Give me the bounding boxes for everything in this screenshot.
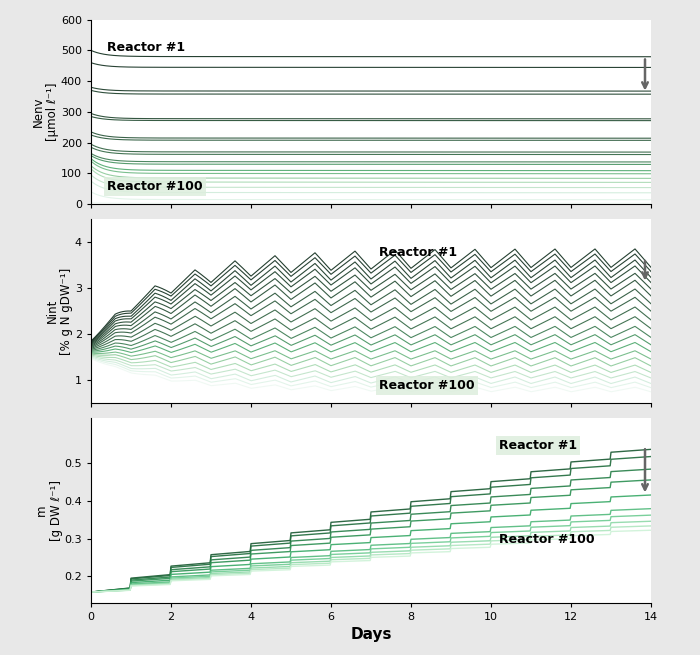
- Text: Reactor #100: Reactor #100: [107, 179, 202, 193]
- Y-axis label: Nint
[% g N gDW⁻¹]: Nint [% g N gDW⁻¹]: [46, 267, 74, 355]
- Text: Reactor #1: Reactor #1: [107, 41, 185, 54]
- Y-axis label: Nenv
[μmol ℓ⁻¹]: Nenv [μmol ℓ⁻¹]: [32, 83, 60, 141]
- Text: Reactor #1: Reactor #1: [499, 439, 577, 452]
- Text: Reactor #1: Reactor #1: [379, 246, 457, 259]
- X-axis label: Days: Days: [350, 627, 392, 642]
- Text: Reactor #100: Reactor #100: [499, 533, 594, 546]
- Y-axis label: m
[g DW ℓ⁻¹]: m [g DW ℓ⁻¹]: [35, 480, 63, 541]
- Text: Reactor #100: Reactor #100: [379, 379, 475, 392]
